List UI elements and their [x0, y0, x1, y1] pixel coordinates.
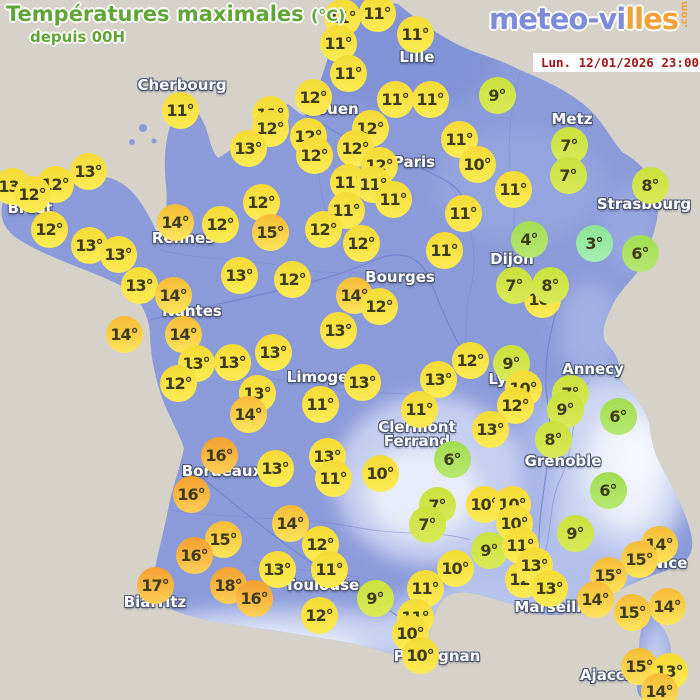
logo-domain-suffix: .com — [679, 0, 691, 28]
page-title: Températures maximales (°C) — [6, 2, 345, 26]
title-text: Températures maximales — [6, 2, 304, 26]
title-unit: (°C) — [310, 6, 346, 25]
logo-orange-part: lles — [625, 2, 679, 36]
logo-blue-part: meteo-vi — [489, 2, 626, 36]
page-subtitle: depuis 00H — [30, 28, 126, 46]
date-time-stamp: Lun. 12/01/2026 23:00 — [532, 53, 700, 72]
meteo-villes-logo[interactable]: meteo-villes.com — [489, 0, 691, 36]
